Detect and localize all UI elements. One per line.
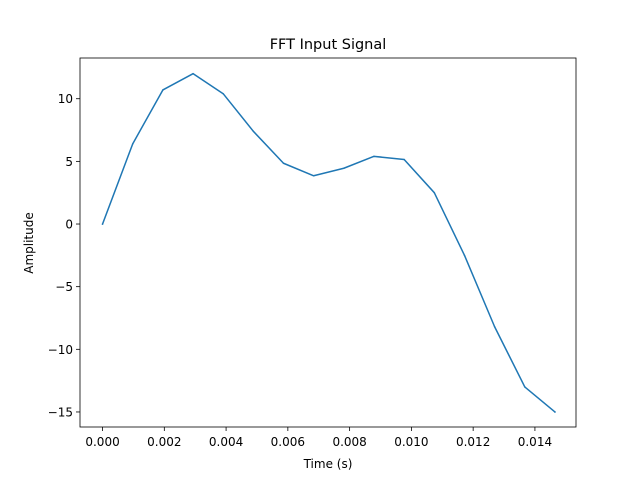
series-point bbox=[463, 254, 466, 257]
y-axis-label: Amplitude bbox=[22, 212, 36, 274]
x-axis-label: Time (s) bbox=[303, 457, 353, 471]
y-tick-label: −15 bbox=[48, 405, 73, 419]
y-tick-label: −5 bbox=[55, 280, 73, 294]
series-point bbox=[433, 191, 436, 194]
series-point bbox=[101, 223, 104, 225]
y-tick-label: 10 bbox=[58, 92, 73, 106]
x-tick-label: 0.002 bbox=[147, 435, 181, 449]
series-point bbox=[524, 386, 526, 388]
x-tick-label: 0.000 bbox=[85, 435, 119, 449]
x-tick-label: 0.006 bbox=[271, 435, 305, 449]
series-point bbox=[131, 143, 134, 145]
series-point bbox=[192, 72, 194, 75]
series-point bbox=[252, 130, 255, 133]
y-tick-label: 5 bbox=[65, 155, 73, 169]
series-point bbox=[282, 162, 285, 164]
plot-area-frame bbox=[79, 57, 577, 428]
series-point bbox=[493, 326, 496, 328]
series-point bbox=[554, 411, 556, 413]
x-tick-label: 0.014 bbox=[518, 435, 552, 449]
series-point bbox=[373, 155, 375, 158]
x-tick-label: 0.010 bbox=[394, 435, 428, 449]
series-point bbox=[403, 158, 405, 161]
axis-ticks: 0.000 0.002 0.004 0.006 0.008 0.010 0.012 0.014… bbox=[48, 92, 552, 449]
chart-title: FFT Input Signal bbox=[270, 37, 387, 53]
series-point bbox=[162, 89, 164, 91]
x-tick-label: 0.008 bbox=[332, 435, 366, 449]
series-line-0 bbox=[101, 72, 556, 414]
series-point bbox=[222, 92, 224, 95]
x-tick-label: 0.004 bbox=[209, 435, 243, 449]
series-point bbox=[343, 167, 345, 170]
y-tick-label: 0 bbox=[65, 218, 73, 232]
y-tick-label: −10 bbox=[48, 343, 73, 357]
series-point bbox=[312, 175, 315, 177]
x-tick-label: 0.012 bbox=[456, 435, 490, 449]
plot-marks bbox=[101, 72, 556, 414]
